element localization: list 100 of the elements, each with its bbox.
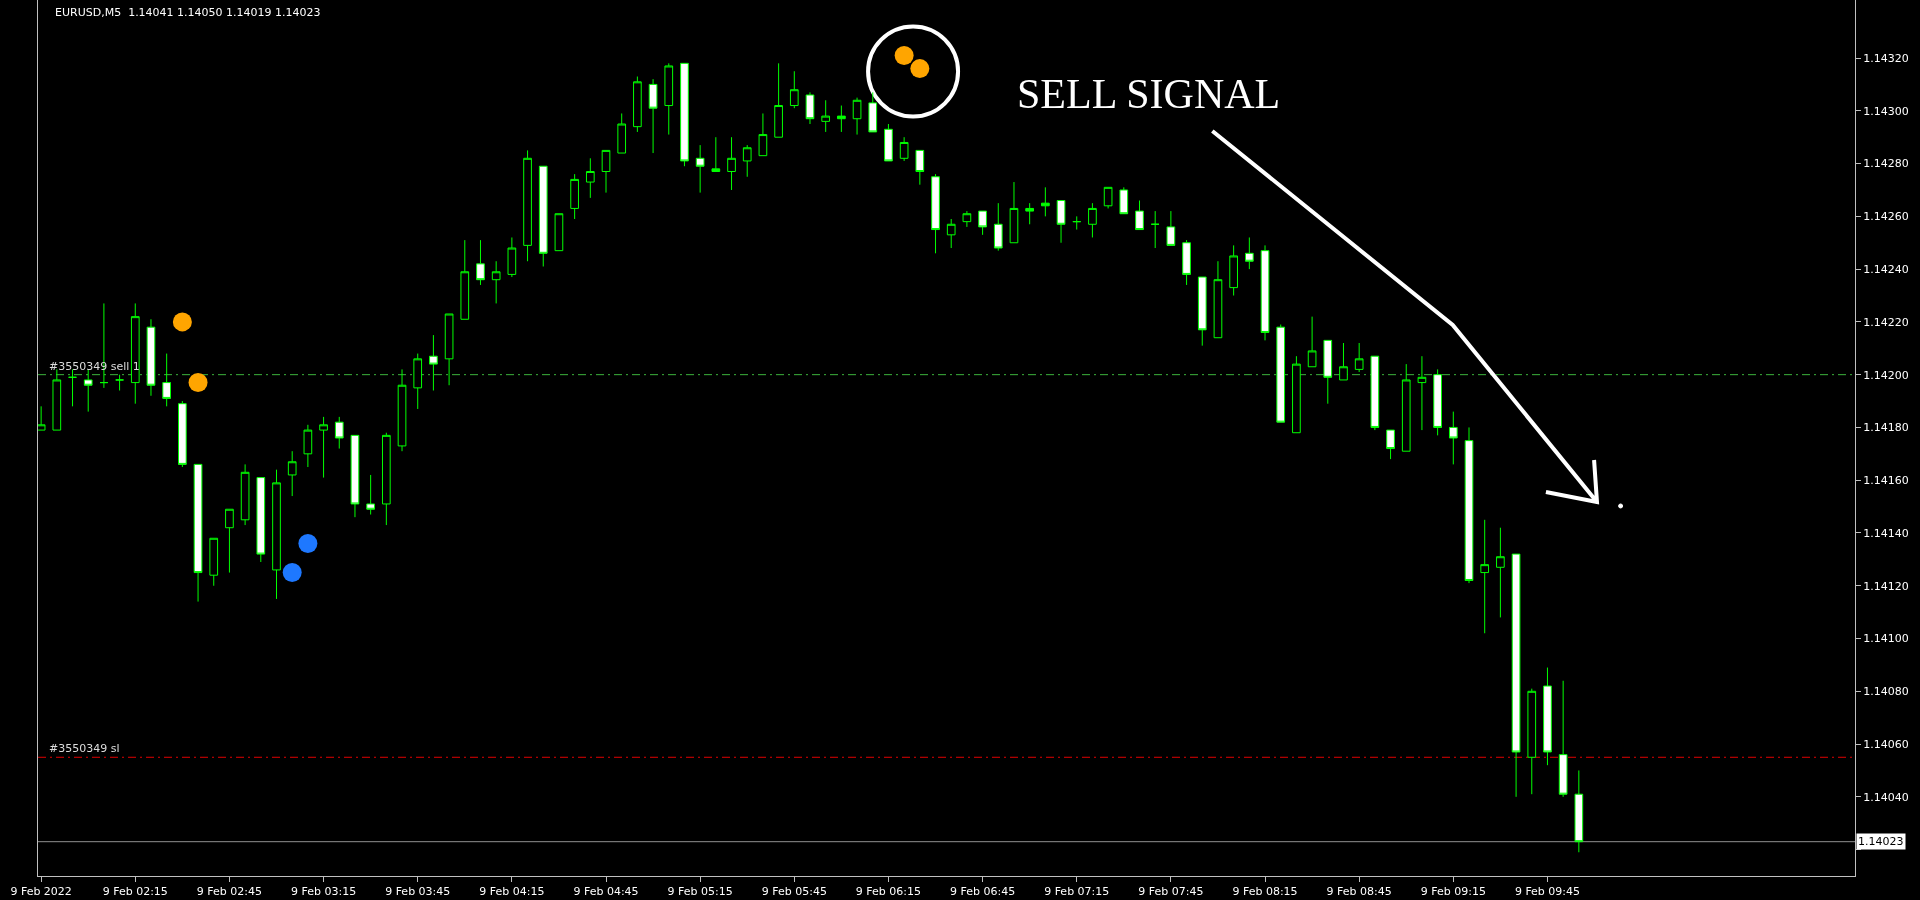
point xyxy=(298,534,318,554)
point xyxy=(188,373,208,393)
candlestick xyxy=(837,105,846,133)
candlestick xyxy=(209,537,219,587)
candlestick xyxy=(1025,202,1035,225)
x-tick-label: 9 Feb 08:15 xyxy=(1232,885,1298,899)
y-tick-label: 1.14180 xyxy=(1863,421,1909,435)
y-tick-label: 1.14280 xyxy=(1863,157,1909,171)
candlestick xyxy=(758,112,768,157)
candlestick xyxy=(1339,342,1348,381)
candlestick xyxy=(429,334,438,392)
candlestick xyxy=(648,78,658,154)
candlestick xyxy=(664,62,674,136)
y-tick-label: 1.14100 xyxy=(1863,632,1909,646)
candlestick xyxy=(742,144,752,178)
y-tick-label: 1.14120 xyxy=(1863,579,1909,593)
candlestick xyxy=(774,62,783,138)
point xyxy=(910,59,930,79)
candlestick xyxy=(413,353,423,410)
x-tick-label: 9 Feb 02:45 xyxy=(196,885,263,899)
x-tick-label: 9 Feb 06:15 xyxy=(855,885,922,899)
candlestick xyxy=(272,469,281,600)
candlestick xyxy=(1009,181,1019,244)
candlestick xyxy=(115,374,124,392)
x-tick-label: 9 Feb 03:45 xyxy=(385,885,451,899)
candlestick xyxy=(1307,316,1317,368)
x-tick-label: 9 Feb 05:45 xyxy=(761,885,827,899)
x-tick-label: 9 Feb 07:45 xyxy=(1138,885,1204,899)
candlestick xyxy=(1244,236,1254,270)
candlestick xyxy=(130,302,140,405)
candlestick xyxy=(993,202,1003,252)
candlestick xyxy=(915,149,925,186)
candlestick xyxy=(397,368,407,452)
candlestick xyxy=(931,173,940,254)
candlestick xyxy=(256,477,266,563)
candlestick xyxy=(523,149,532,262)
annotation: SELL SIGNAL xyxy=(1017,71,1281,117)
candlestick xyxy=(507,236,517,278)
candlestick xyxy=(695,144,705,194)
candlestick xyxy=(1496,527,1505,618)
candlestick xyxy=(1041,186,1050,217)
y-tick-label: 1.14300 xyxy=(1863,104,1909,118)
candlestick xyxy=(1417,355,1427,431)
candlestick xyxy=(978,210,987,236)
candlestick xyxy=(444,313,454,386)
candlestick xyxy=(1433,368,1442,436)
candlestick xyxy=(491,260,501,304)
ref-line-label: 1.14023 xyxy=(1858,835,1904,848)
candlestick xyxy=(1150,210,1160,249)
candlestick xyxy=(1103,186,1113,209)
candlestick xyxy=(1527,688,1537,795)
candlestick xyxy=(319,416,328,479)
y-tick-label: 1.14220 xyxy=(1863,315,1909,329)
candlestick xyxy=(585,157,595,199)
candlestick xyxy=(1480,519,1490,634)
candlestick xyxy=(538,165,548,267)
candlestick xyxy=(711,136,721,173)
candlestick xyxy=(868,91,878,133)
candlestick xyxy=(852,97,862,136)
y-tick-label: 1.14200 xyxy=(1863,368,1909,382)
candlestick xyxy=(225,508,234,574)
candlestick xyxy=(1229,244,1238,297)
candlestick xyxy=(1323,339,1333,405)
candlestick xyxy=(1354,342,1364,373)
candlestick xyxy=(193,463,203,603)
x-tick-label: 9 Feb 09:45 xyxy=(1514,885,1581,899)
candlestick xyxy=(1401,363,1411,452)
ref-line-label: #3550349 sl xyxy=(49,742,120,755)
candlestick xyxy=(68,368,77,407)
candlestick xyxy=(334,416,344,450)
candlestick xyxy=(381,432,391,526)
candlestick xyxy=(476,239,485,286)
text: EURUSD,M5 1.14041 1.14050 1.14019 1.14023 xyxy=(55,6,321,20)
y-tick-label: 1.14080 xyxy=(1863,685,1909,699)
y-tick-label: 1.14040 xyxy=(1863,790,1909,804)
candlestick xyxy=(601,149,611,194)
x-tick-label: 9 Feb 05:15 xyxy=(667,885,733,899)
y-tick-label: 1.14160 xyxy=(1863,474,1909,488)
candlestick xyxy=(633,76,642,133)
candlestick xyxy=(240,463,250,526)
candlestick xyxy=(1213,260,1223,339)
candlestick xyxy=(570,173,579,220)
candlestick xyxy=(1543,667,1552,766)
candlestick xyxy=(962,210,972,228)
candlestick xyxy=(1448,411,1458,465)
candlestick xyxy=(303,424,313,468)
candlestick xyxy=(287,450,297,497)
x-tick-label: 9 Feb 07:15 xyxy=(1044,885,1110,899)
candlestick xyxy=(680,62,689,167)
candlestick xyxy=(1197,276,1207,347)
candlestick xyxy=(1072,215,1082,231)
x-tick-label: 9 Feb 08:45 xyxy=(1326,885,1392,899)
candlestick xyxy=(789,70,799,109)
candlestick xyxy=(884,123,893,162)
candlestick xyxy=(617,112,627,154)
candlestick xyxy=(1166,210,1176,246)
candlestick xyxy=(1386,429,1395,460)
candlestick xyxy=(1056,200,1066,244)
candlestick xyxy=(946,218,956,249)
candlestick xyxy=(554,213,564,252)
